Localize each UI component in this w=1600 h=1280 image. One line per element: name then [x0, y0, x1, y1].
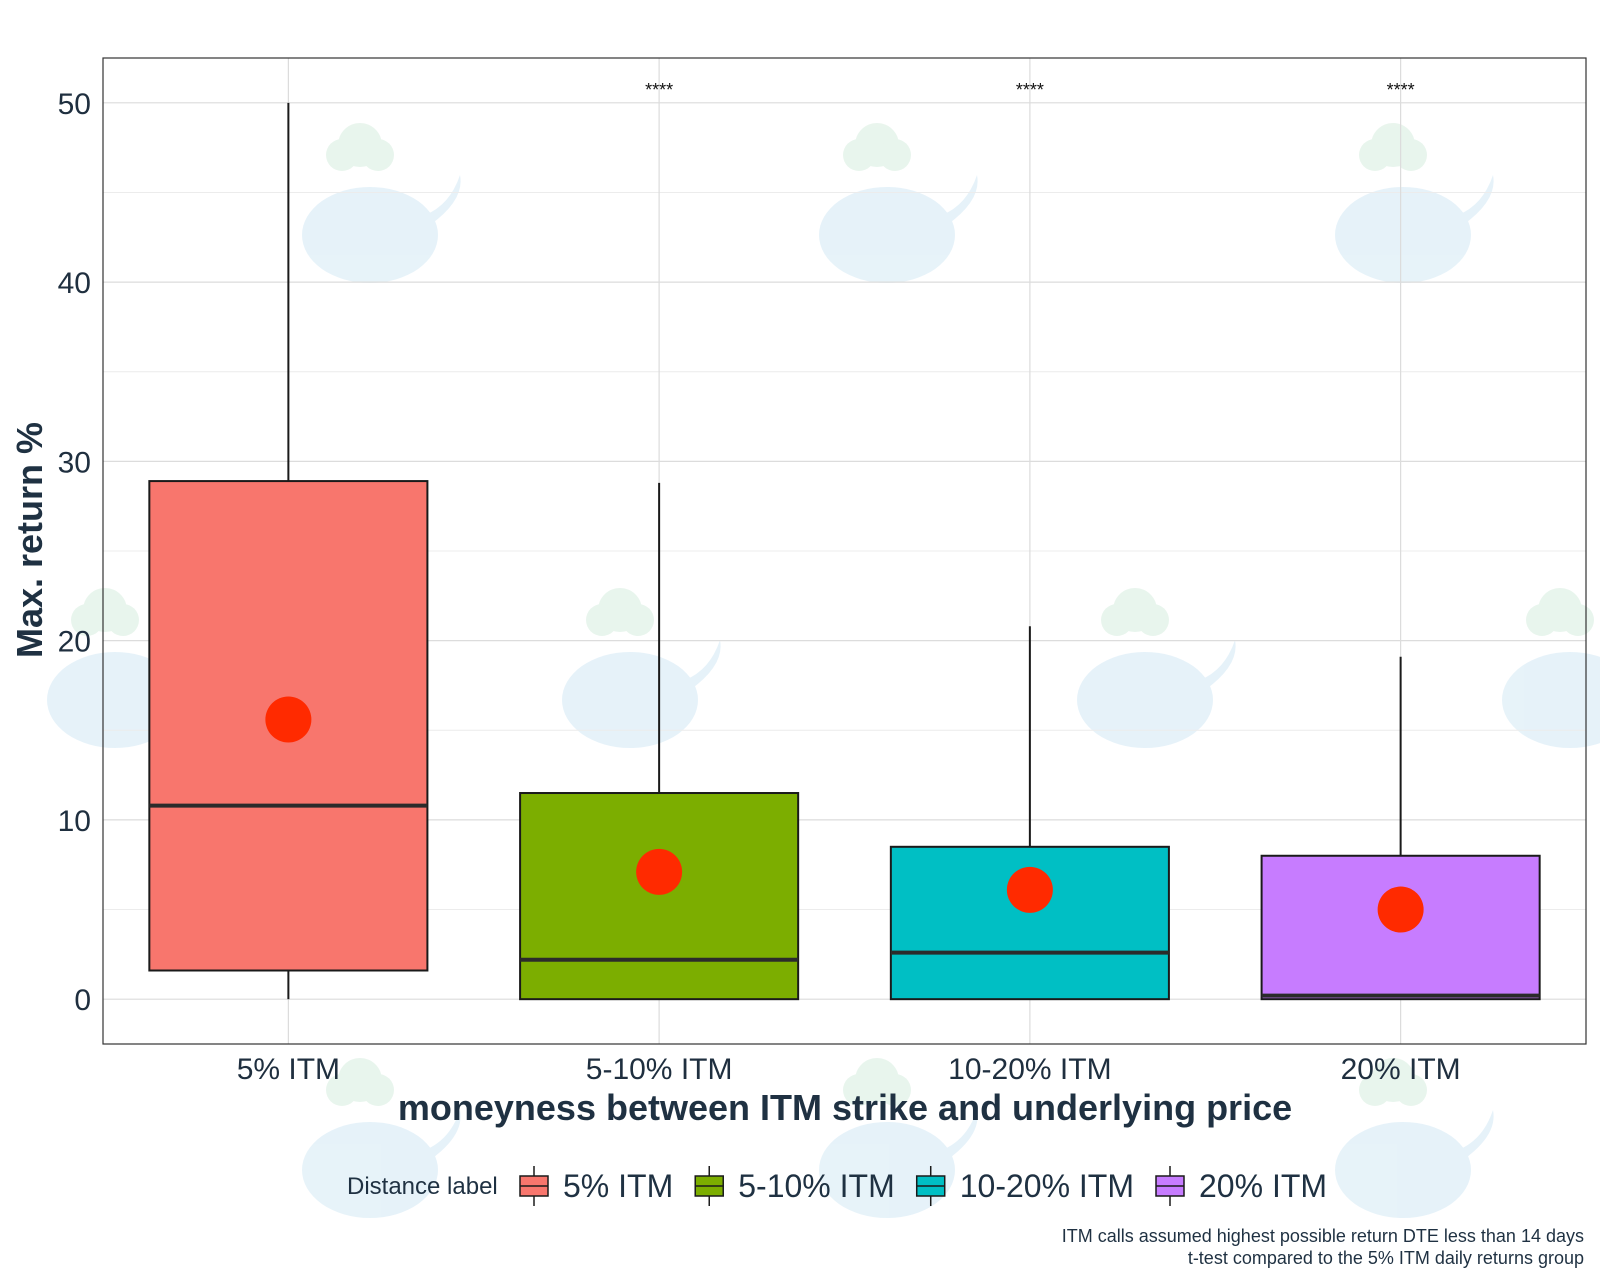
whale-watermark-icon — [1502, 588, 1600, 748]
whale-watermark-icon — [1335, 123, 1494, 283]
whale-body — [302, 187, 438, 283]
whale-spout — [1359, 1074, 1391, 1106]
caption: ITM calls assumed highest possible retur… — [1062, 1226, 1584, 1268]
plot-border — [102, 57, 1587, 1045]
whale-spout — [843, 139, 875, 171]
legend-item: 20% ITM — [1155, 1166, 1327, 1206]
whale-watermark-icon — [302, 1058, 461, 1218]
mean-marker — [265, 696, 312, 743]
box-group — [148, 102, 429, 1000]
whale-spout — [1371, 123, 1415, 167]
whale-spout — [83, 588, 127, 632]
whale-body — [302, 1122, 438, 1218]
whale-spout — [1137, 604, 1169, 636]
whale-spout — [1526, 604, 1558, 636]
whale-spout — [1371, 1058, 1415, 1102]
whale-spout — [326, 139, 358, 171]
mean-marker — [1006, 866, 1053, 913]
legend: Distance label 5% ITM 5-10% ITM 10-20% ITM… — [347, 1166, 1327, 1206]
box-group — [1260, 656, 1541, 1001]
significance-label: **** — [1016, 80, 1044, 100]
significance-labels: **** **** **** — [645, 80, 1415, 100]
whale-tail — [425, 1110, 461, 1160]
x-tick-label: 5% ITM — [237, 1053, 340, 1086]
legend-item: 10-20% ITM — [915, 1166, 1134, 1206]
whale-spout — [586, 604, 618, 636]
whale-spout — [71, 604, 103, 636]
whale-spout — [855, 1058, 899, 1102]
plot-panel: **** **** **** — [102, 57, 1587, 1045]
x-axis-title: moneyness between ITM strike and underly… — [398, 1087, 1292, 1128]
whale-tail — [1458, 175, 1494, 225]
x-tick-label: 20% ITM — [1341, 1053, 1461, 1086]
y-tick-label: 10 — [58, 805, 91, 838]
whale-spout — [1101, 604, 1133, 636]
whale-spout — [598, 588, 642, 632]
x-tick-label: 5-10% ITM — [586, 1053, 733, 1086]
box-group — [519, 482, 800, 1001]
mean-marker — [1377, 886, 1424, 933]
whale-tail — [942, 175, 978, 225]
whale-spout — [1395, 139, 1427, 171]
y-tick-label: 50 — [58, 88, 91, 121]
whale-body — [1335, 187, 1471, 283]
caption-line-2: t-test compared to the 5% ITM daily retu… — [1188, 1248, 1584, 1268]
whale-spout — [879, 1074, 911, 1106]
whale-watermark-icon — [1077, 588, 1236, 748]
whale-spout — [338, 123, 382, 167]
y-tick-label: 30 — [58, 446, 91, 479]
y-tick-label: 40 — [58, 267, 91, 300]
whale-tail — [685, 640, 721, 690]
y-tick-label: 0 — [74, 984, 91, 1017]
whale-spout — [1562, 604, 1594, 636]
whale-spout — [107, 604, 139, 636]
significance-label: **** — [645, 80, 673, 100]
significance-label: **** — [1387, 80, 1415, 100]
box-iqr — [519, 792, 800, 1001]
legend-label: 20% ITM — [1199, 1168, 1327, 1204]
whale-spout — [326, 1074, 358, 1106]
x-tick-label: 10-20% ITM — [948, 1053, 1111, 1086]
whale-tail — [1200, 640, 1236, 690]
whale-spout — [843, 1074, 875, 1106]
whale-spout — [362, 1074, 394, 1106]
whale-spout — [855, 123, 899, 167]
whale-body — [1502, 652, 1600, 748]
whale-tail — [1458, 1110, 1494, 1160]
caption-line-1: ITM calls assumed highest possible retur… — [1062, 1226, 1584, 1246]
legend-item: 5-10% ITM — [694, 1166, 895, 1206]
whale-body — [1077, 652, 1213, 748]
whale-spout — [879, 139, 911, 171]
y-axis-ticks: 0 10 20 30 40 50 — [58, 88, 91, 1017]
x-axis-ticks: 5% ITM 5-10% ITM 10-20% ITM 20% ITM — [237, 1053, 1461, 1086]
whale-spout — [338, 1058, 382, 1102]
mean-marker — [636, 848, 683, 895]
legend-item: 5% ITM — [519, 1166, 673, 1206]
whale-body — [1335, 1122, 1471, 1218]
whale-spout — [1359, 139, 1391, 171]
whale-spout — [362, 139, 394, 171]
whale-body — [562, 652, 698, 748]
whale-tail — [425, 175, 461, 225]
box-series — [148, 102, 1541, 1001]
legend-items: 5% ITM 5-10% ITM 10-20% ITM 20% ITM — [519, 1166, 1327, 1206]
legend-title: Distance label — [347, 1173, 498, 1200]
whale-body — [819, 187, 955, 283]
whale-watermark-icon — [1335, 1058, 1494, 1218]
whale-watermark-icon — [302, 123, 461, 283]
whale-watermark-icon — [819, 123, 978, 283]
legend-label: 5-10% ITM — [738, 1168, 894, 1204]
box-group — [889, 626, 1170, 1001]
legend-label: 10-20% ITM — [960, 1168, 1134, 1204]
whale-tail — [942, 1110, 978, 1160]
whale-spout — [622, 604, 654, 636]
y-axis-title: Max. return % — [9, 422, 50, 658]
y-tick-label: 20 — [58, 626, 91, 659]
legend-label: 5% ITM — [563, 1168, 673, 1204]
whale-watermark-icon — [562, 588, 721, 748]
whale-spout — [1395, 1074, 1427, 1106]
whale-spout — [1113, 588, 1157, 632]
whale-spout — [1538, 588, 1582, 632]
